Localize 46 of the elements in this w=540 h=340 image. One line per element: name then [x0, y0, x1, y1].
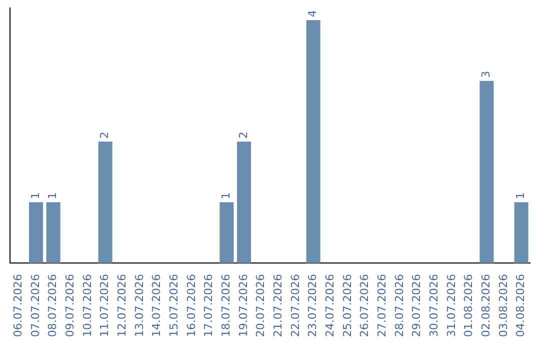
x-tick-label: 04.08.2026	[514, 274, 528, 338]
x-tick-label: 09.07.2026	[64, 274, 77, 338]
bar	[46, 202, 60, 264]
x-tick-label: 29.07.2026	[410, 274, 424, 338]
x-tick-label: 19.07.2026	[236, 274, 250, 338]
x-tick-label: 28.07.2026	[392, 274, 406, 338]
x-tick-label: 15.07.2026	[168, 274, 181, 338]
x-tick-label: 25.07.2026	[340, 274, 354, 338]
x-tick-label: 24.07.2026	[324, 274, 337, 338]
x-tick-label: 14.07.2026	[150, 274, 164, 338]
x-tick-label: 31.07.2026	[444, 274, 458, 338]
data-label: 4	[306, 10, 320, 18]
bar	[514, 202, 528, 264]
bar	[98, 142, 112, 264]
bar	[306, 20, 320, 264]
x-tick-label: 13.07.2026	[132, 274, 146, 338]
data-label: 2	[98, 132, 112, 139]
x-tick-label: 30.07.2026	[428, 274, 441, 338]
x-tick-label: 20.07.2026	[254, 274, 268, 338]
x-tick-label: 23.07.2026	[306, 274, 320, 338]
x-tick-label: 08.07.2026	[46, 274, 60, 338]
x-tick-label: 16.07.2026	[184, 274, 198, 338]
x-tick-label: 01.08.2026	[462, 274, 476, 338]
x-tick-label: 07.07.2026	[28, 274, 42, 338]
bar	[480, 80, 494, 264]
x-tick-label: 17.07.2026	[202, 274, 216, 338]
data-label: 1	[220, 192, 233, 200]
data-label: 3	[480, 70, 493, 78]
x-tick-label: 22.07.2026	[288, 274, 302, 338]
x-tick-label: 27.07.2026	[376, 274, 389, 338]
bar	[220, 202, 234, 264]
bar	[237, 142, 251, 264]
bar	[29, 202, 43, 264]
data-label: 1	[28, 192, 42, 200]
data-label: 1	[46, 192, 60, 200]
x-tick-label: 26.07.2026	[358, 274, 372, 338]
x-tick-label: 11.07.2026	[98, 274, 112, 338]
x-tick-label: 02.08.2026	[480, 274, 493, 338]
x-tick-label: 03.08.2026	[496, 274, 510, 338]
data-label: 2	[236, 132, 250, 139]
x-tick-label: 21.07.2026	[272, 274, 285, 338]
x-tick-label: 12.07.2026	[116, 274, 129, 338]
x-tick-label: 18.07.2026	[220, 274, 233, 338]
x-tick-label: 10.07.2026	[80, 274, 94, 338]
x-tick-label: 06.07.2026	[12, 274, 25, 338]
data-label: 1	[514, 192, 528, 200]
